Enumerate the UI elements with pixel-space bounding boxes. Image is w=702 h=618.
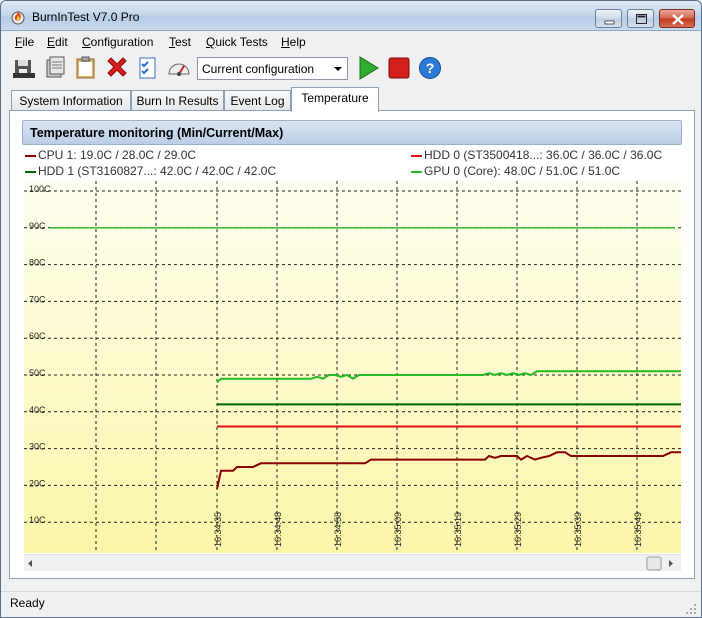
delete-icon[interactable] (104, 55, 130, 81)
menu-bar: File Edit Configuration Test Quick Tests… (1, 32, 701, 52)
scroll-right-arrow-icon[interactable] (669, 560, 673, 567)
x-tick-label: 16:35:19 (453, 512, 463, 547)
checklist-icon[interactable] (135, 55, 161, 81)
legend-gpu-0: GPU 0 (Core): 48.0C / 51.0C / 51.0C (411, 164, 620, 178)
tab-burn-in-results[interactable]: Burn In Results (131, 90, 224, 111)
menu-test[interactable]: Test (169, 35, 192, 49)
y-tick-label: 90C (29, 221, 46, 231)
play-icon[interactable] (355, 55, 381, 81)
x-tick-label: 16:35:49 (633, 512, 643, 547)
legend-swatch (411, 170, 422, 173)
scroll-left-arrow-icon[interactable] (28, 560, 32, 567)
y-tick-label: 60C (29, 331, 46, 341)
stop-icon[interactable] (386, 55, 412, 81)
horizontal-scrollbar[interactable] (24, 554, 681, 571)
x-tick-label: 16:35:09 (393, 512, 403, 547)
y-tick-label: 80C (29, 258, 46, 268)
close-button[interactable] (659, 9, 695, 28)
status-bar: Ready (1, 591, 701, 617)
y-tick-label: 30C (29, 442, 46, 452)
menu-help[interactable]: Help (281, 35, 306, 49)
y-tick-label: 40C (29, 405, 46, 415)
legend-swatch (25, 170, 36, 173)
legend-hdd-0: HDD 0 (ST3500418...: 36.0C / 36.0C / 36.… (411, 148, 662, 162)
x-tick-label: 16:35:29 (513, 512, 523, 547)
y-tick-label: 10C (29, 515, 46, 525)
x-tick-label: 16:34:58 (333, 512, 343, 547)
configuration-select[interactable]: Current configuration (197, 57, 348, 80)
help-icon[interactable]: ? (417, 55, 443, 81)
tab-event-log[interactable]: Event Log (224, 90, 291, 111)
x-tick-label: 16:34:48 (273, 512, 283, 547)
tab-system-information[interactable]: System Information (11, 90, 131, 111)
clipboard-icon[interactable] (73, 55, 99, 81)
series-line-cpu-1 (216, 451, 701, 490)
resize-grip-icon[interactable] (685, 603, 697, 615)
legend-swatch (25, 154, 36, 157)
minimize-button[interactable] (595, 9, 622, 28)
maximize-button[interactable] (627, 9, 654, 28)
window-title: BurnInTest V7.0 Pro (32, 10, 140, 24)
tab-temperature[interactable]: Temperature (291, 87, 379, 112)
copy-icon[interactable] (43, 55, 69, 81)
menu-quick-tests[interactable]: Quick Tests (206, 35, 268, 49)
save-icon[interactable] (11, 55, 37, 81)
chevron-down-icon[interactable] (331, 60, 345, 77)
x-tick-label: 16:34:35 (213, 512, 223, 547)
y-tick-label: 70C (29, 294, 46, 304)
menu-configuration[interactable]: Configuration (82, 35, 154, 49)
legend-hdd-1: HDD 1 (ST3160827...: 42.0C / 42.0C / 42.… (25, 164, 276, 178)
y-tick-label: 20C (29, 478, 46, 488)
legend-swatch (411, 154, 422, 157)
title-bar[interactable]: BurnInTest V7.0 Pro (1, 1, 701, 31)
series-line-gpu-0 (216, 370, 701, 384)
scrollbar-thumb[interactable] (646, 556, 662, 571)
status-text: Ready (10, 596, 45, 610)
temperature-chart: 100C 90C 80C 70C 60C 50C 40C 30C 20C 10C 16:34:35 1… (24, 181, 701, 553)
legend-cpu-1: CPU 1: 19.0C / 28.0C / 29.0C (25, 148, 196, 162)
menu-file[interactable]: File (15, 35, 35, 49)
y-tick-label: 100C (29, 184, 51, 194)
x-tick-label: 16:35:39 (573, 512, 583, 547)
gauge-icon[interactable] (166, 55, 192, 81)
chart-header: Temperature monitoring (Min/Current/Max) (22, 120, 682, 145)
configuration-select-value: Current configuration (202, 62, 315, 76)
chart-title: Temperature monitoring (Min/Current/Max) (30, 126, 284, 140)
svg-text:?: ? (426, 60, 435, 76)
temperature-chart-svg: 100C 90C 80C 70C 60C 50C 40C 30C 20C 10C 16:34:35 1… (24, 181, 701, 553)
toolbar: ? (1, 53, 701, 85)
app-icon (10, 9, 26, 25)
y-tick-label: 50C (29, 368, 46, 378)
chart-background (24, 181, 681, 553)
menu-edit[interactable]: Edit (47, 35, 68, 49)
